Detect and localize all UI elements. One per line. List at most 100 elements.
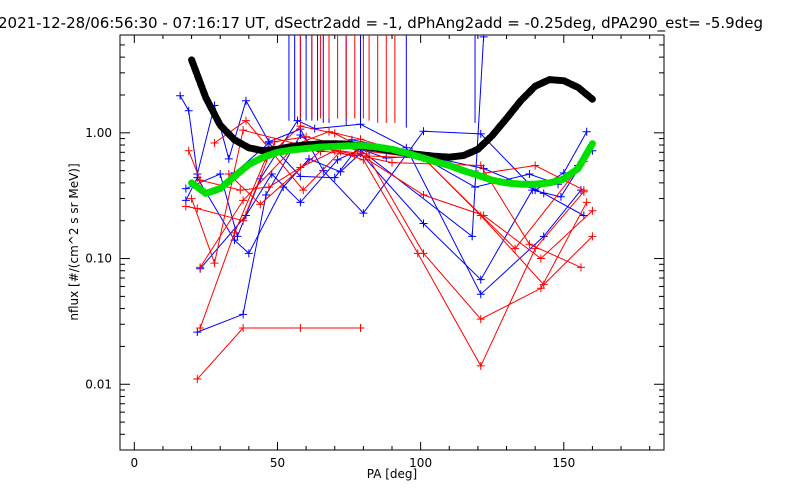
- y-tick-label: 0.10: [85, 252, 112, 266]
- data-point: [184, 106, 193, 115]
- data-point: [556, 192, 565, 201]
- data-point: [239, 126, 248, 135]
- data-point: [582, 127, 591, 136]
- data-point: [356, 120, 365, 129]
- data-point: [256, 200, 265, 209]
- data-point: [239, 216, 248, 225]
- data-point: [210, 139, 219, 148]
- fit-curve: [188, 56, 596, 161]
- data-point: [302, 132, 311, 141]
- data-point: [224, 170, 233, 179]
- data-point: [224, 154, 233, 163]
- series-line: [214, 119, 582, 268]
- data-point: [576, 263, 585, 272]
- series-line: [196, 327, 361, 380]
- data-point: [333, 155, 342, 164]
- data-point: [382, 154, 391, 163]
- data-point: [511, 244, 520, 253]
- data-point: [296, 172, 305, 181]
- data-point: [264, 139, 273, 148]
- data-point: [419, 127, 428, 136]
- data-point: [244, 249, 253, 258]
- y-tick-label: 0.01: [85, 377, 112, 391]
- data-point: [479, 35, 488, 41]
- plot-area: [176, 35, 597, 384]
- data-point: [264, 183, 273, 192]
- data-point: [419, 191, 428, 200]
- data-point: [539, 189, 548, 198]
- data-point: [356, 324, 365, 333]
- data-point: [330, 173, 339, 182]
- data-point: [539, 280, 548, 289]
- data-point: [239, 196, 248, 205]
- data-point: [196, 176, 205, 185]
- fit-curve: [188, 140, 596, 197]
- data-point: [296, 324, 305, 333]
- series-line: [179, 95, 588, 214]
- data-point: [267, 170, 276, 179]
- data-point: [296, 163, 305, 172]
- data-point: [419, 219, 428, 228]
- data-point: [187, 194, 196, 203]
- chart-title: 2021-12-28/06:56:30 - 07:16:17 UT, dSect…: [0, 14, 763, 33]
- data-point: [325, 127, 334, 136]
- data-point: [579, 186, 588, 195]
- x-tick-label: 100: [409, 456, 432, 470]
- data-point: [216, 170, 225, 179]
- data-point: [476, 361, 485, 370]
- data-point: [293, 116, 302, 125]
- data-point: [196, 324, 205, 333]
- data-point: [239, 310, 248, 319]
- data-point: [356, 135, 365, 144]
- series-line: [234, 36, 485, 238]
- data-point: [296, 122, 305, 131]
- data-point: [531, 161, 540, 170]
- x-axis-label: PA [deg]: [367, 467, 417, 481]
- data-point: [176, 91, 185, 100]
- data-point: [536, 254, 545, 263]
- x-tick-label: 0: [130, 456, 138, 470]
- data-point: [388, 158, 396, 167]
- data-point: [319, 166, 328, 175]
- data-point: [241, 96, 250, 105]
- data-point: [476, 290, 485, 299]
- data-point: [193, 375, 202, 384]
- data-point: [262, 191, 271, 200]
- data-point: [181, 184, 190, 193]
- data-point: [582, 198, 591, 207]
- data-point: [476, 315, 485, 324]
- axis-ticks: 0 50 100 150 0.01 0.10 1.00: [85, 34, 664, 470]
- data-point: [476, 275, 485, 284]
- data-point: [336, 167, 345, 176]
- data-point: [588, 232, 597, 241]
- data-point: [196, 263, 205, 272]
- data-point: [239, 324, 248, 333]
- data-point: [210, 259, 219, 268]
- data-point: [588, 206, 597, 215]
- data-point: [419, 249, 428, 258]
- y-axis-label: nflux [#/(cm^2 s sr MeV)]: [67, 163, 81, 320]
- y-tick-label: 1.00: [85, 126, 112, 140]
- data-point: [299, 186, 308, 195]
- data-point: [359, 209, 368, 218]
- data-point: [468, 232, 477, 241]
- data-point: [236, 186, 245, 195]
- data-point: [350, 151, 359, 160]
- data-point: [525, 240, 534, 249]
- data-point: [525, 170, 534, 179]
- data-point: [270, 137, 279, 146]
- data-point: [296, 198, 305, 207]
- series-line: [199, 131, 585, 268]
- data-point: [181, 202, 190, 211]
- plot-frame: [119, 34, 665, 451]
- data-point: [241, 116, 250, 125]
- series-line: [197, 134, 593, 333]
- x-tick-label: 150: [552, 456, 575, 470]
- data-point: [531, 244, 540, 253]
- data-point: [193, 328, 202, 337]
- data-point: [184, 146, 193, 155]
- data-point: [230, 228, 239, 237]
- data-point: [476, 161, 485, 170]
- x-tick-label: 50: [270, 456, 285, 470]
